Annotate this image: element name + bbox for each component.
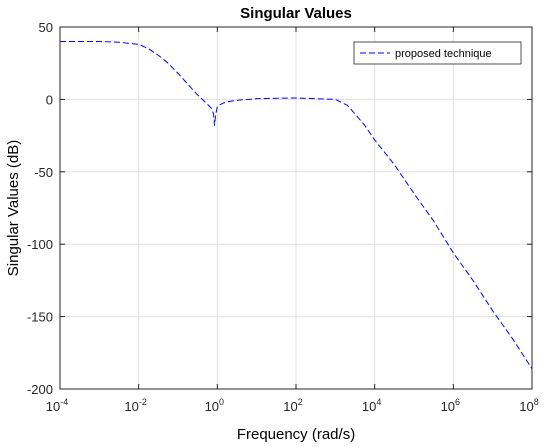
x-tick-label: 108: [519, 397, 538, 414]
chart-title: Singular Values: [240, 5, 352, 22]
x-tick-labels: 10-4 10-2 100 102 104 106 108: [46, 397, 539, 414]
y-tick-label: 50: [39, 20, 53, 35]
y-tick-label: -50: [34, 165, 53, 180]
y-tick-label: 0: [46, 92, 53, 107]
x-tick-label: 10-4: [46, 397, 68, 414]
x-tick-label: 104: [362, 397, 381, 414]
y-tick-label: -200: [27, 382, 53, 397]
grid: [60, 27, 532, 389]
series-line-0: [60, 40, 533, 370]
legend: proposed technique: [353, 41, 522, 65]
x-axis-label: Frequency (rad/s): [237, 426, 355, 443]
tick-marks: [59, 26, 533, 390]
y-tick-label: -150: [27, 310, 53, 325]
x-tick-label: 106: [441, 397, 460, 414]
y-axis-label: Singular Values (dB): [5, 140, 22, 276]
series-layer: [60, 40, 533, 370]
legend-box: [353, 41, 522, 65]
legend-label-proposed-technique: proposed technique: [395, 48, 492, 60]
y-tick-label: -100: [27, 237, 53, 252]
y-tick-labels: 50 0 -50 -100 -150 -200: [27, 20, 53, 397]
x-tick-label: 100: [205, 397, 224, 414]
x-tick-label: 102: [283, 397, 302, 414]
x-tick-label: 10-2: [124, 397, 146, 414]
